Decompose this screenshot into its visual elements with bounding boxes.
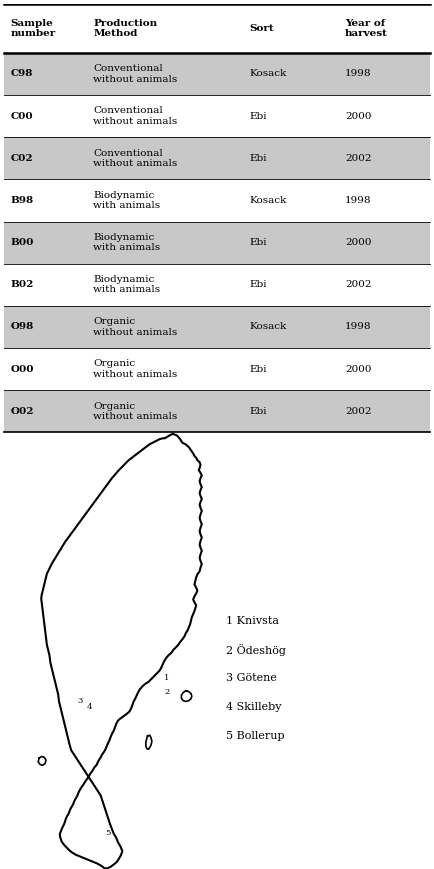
Text: Biodynamic
with animals: Biodynamic with animals <box>93 275 161 295</box>
Bar <box>4 263 430 306</box>
Bar <box>4 179 430 222</box>
Text: Kosack: Kosack <box>250 70 287 78</box>
Text: Kosack: Kosack <box>250 196 287 205</box>
Text: Conventional
without animals: Conventional without animals <box>93 149 178 168</box>
Text: C98: C98 <box>11 70 33 78</box>
Bar <box>4 53 430 95</box>
Text: 5: 5 <box>105 829 110 837</box>
Text: Kosack: Kosack <box>250 322 287 331</box>
Text: 2002: 2002 <box>345 281 372 289</box>
Text: Biodynamic
with animals: Biodynamic with animals <box>93 190 161 210</box>
Text: Ebi: Ebi <box>250 154 267 163</box>
Text: 1998: 1998 <box>345 196 372 205</box>
Text: 2: 2 <box>164 687 170 696</box>
Text: 2000: 2000 <box>345 365 372 374</box>
Text: Ebi: Ebi <box>250 365 267 374</box>
Text: Sort: Sort <box>250 24 274 33</box>
Text: 1: 1 <box>164 674 170 682</box>
Text: 3 Götene: 3 Götene <box>226 673 276 683</box>
Text: B02: B02 <box>11 281 34 289</box>
Bar <box>4 222 430 263</box>
Text: C02: C02 <box>11 154 33 163</box>
Text: B00: B00 <box>11 238 34 247</box>
Text: Ebi: Ebi <box>250 238 267 247</box>
Text: O98: O98 <box>11 322 34 331</box>
Text: 2000: 2000 <box>345 238 372 247</box>
Text: 3: 3 <box>78 697 83 705</box>
Text: Organic
without animals: Organic without animals <box>93 317 178 336</box>
Text: Ebi: Ebi <box>250 407 267 415</box>
Text: Ebi: Ebi <box>250 281 267 289</box>
Text: 2002: 2002 <box>345 407 372 415</box>
Bar <box>4 306 430 348</box>
Text: 2 Ödeshög: 2 Ödeshög <box>226 644 286 655</box>
Text: 4 Skilleby: 4 Skilleby <box>226 702 281 713</box>
Text: Conventional
without animals: Conventional without animals <box>93 64 178 83</box>
Bar <box>4 137 430 179</box>
Text: 2000: 2000 <box>345 111 372 121</box>
Bar <box>4 390 430 433</box>
Text: Ebi: Ebi <box>250 111 267 121</box>
Text: B98: B98 <box>11 196 34 205</box>
Text: Production
Method: Production Method <box>93 19 158 38</box>
Text: 1 Knivsta: 1 Knivsta <box>226 616 279 626</box>
Text: Sample
number: Sample number <box>11 19 56 38</box>
Text: Organic
without animals: Organic without animals <box>93 360 178 379</box>
Text: Conventional
without animals: Conventional without animals <box>93 106 178 126</box>
Text: 4: 4 <box>86 703 92 711</box>
Text: 5 Bollerup: 5 Bollerup <box>226 731 284 741</box>
Text: 1998: 1998 <box>345 70 372 78</box>
Text: Biodynamic
with animals: Biodynamic with animals <box>93 233 161 252</box>
Text: Organic
without animals: Organic without animals <box>93 401 178 421</box>
Text: C00: C00 <box>11 111 33 121</box>
Text: O00: O00 <box>11 365 34 374</box>
Bar <box>4 95 430 137</box>
Text: O02: O02 <box>11 407 34 415</box>
Text: 1998: 1998 <box>345 322 372 331</box>
Text: Year of
harvest: Year of harvest <box>345 19 388 38</box>
Bar <box>4 348 430 390</box>
Text: 2002: 2002 <box>345 154 372 163</box>
